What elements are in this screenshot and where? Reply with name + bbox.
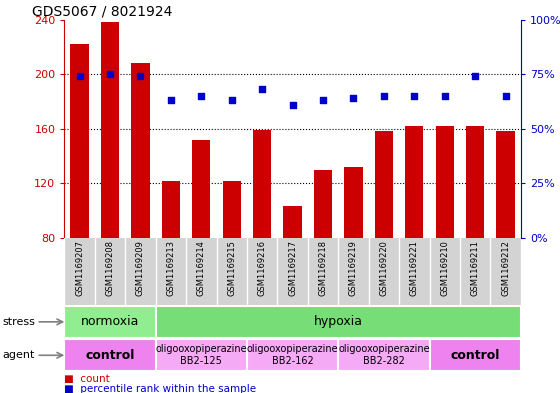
Point	[349, 95, 358, 101]
Bar	[156, 306, 521, 338]
Text: GSM1169210: GSM1169210	[440, 240, 449, 296]
Bar	[162, 180, 180, 347]
Bar	[344, 167, 362, 347]
Point	[258, 86, 267, 93]
Point	[166, 97, 175, 103]
Text: GDS5067 / 8021924: GDS5067 / 8021924	[32, 4, 173, 18]
Text: ■  percentile rank within the sample: ■ percentile rank within the sample	[64, 384, 256, 393]
Bar	[101, 22, 119, 347]
Text: control: control	[450, 349, 500, 362]
Bar	[223, 180, 241, 347]
Point	[75, 73, 84, 79]
Point	[106, 71, 115, 77]
Text: oligooxopiperazine
BB2-282: oligooxopiperazine BB2-282	[338, 345, 430, 366]
Text: normoxia: normoxia	[81, 315, 139, 329]
Text: GSM1169212: GSM1169212	[501, 240, 510, 296]
Text: GSM1169216: GSM1169216	[258, 240, 267, 296]
Point	[471, 73, 480, 79]
Bar	[338, 339, 430, 371]
Point	[440, 93, 449, 99]
Bar	[64, 306, 156, 338]
Text: GSM1169220: GSM1169220	[379, 240, 389, 296]
Text: GSM1169207: GSM1169207	[75, 240, 84, 296]
Point	[227, 97, 236, 103]
Bar	[466, 126, 484, 347]
Bar	[156, 339, 247, 371]
Point	[380, 93, 389, 99]
Text: GSM1169213: GSM1169213	[166, 240, 175, 296]
Bar	[314, 170, 332, 347]
Text: GSM1169219: GSM1169219	[349, 240, 358, 296]
Text: GSM1169211: GSM1169211	[470, 240, 480, 296]
Point	[197, 93, 206, 99]
Bar	[375, 131, 393, 347]
Text: control: control	[85, 349, 135, 362]
Text: GSM1169218: GSM1169218	[319, 240, 328, 296]
Point	[136, 73, 145, 79]
Bar	[283, 206, 302, 347]
Point	[410, 93, 419, 99]
Bar	[436, 126, 454, 347]
Text: GSM1169215: GSM1169215	[227, 240, 236, 296]
Bar	[253, 130, 271, 347]
Bar	[132, 63, 150, 347]
Bar	[64, 339, 156, 371]
Text: GSM1169209: GSM1169209	[136, 240, 145, 296]
Bar	[247, 339, 338, 371]
Text: oligooxopiperazine
BB2-162: oligooxopiperazine BB2-162	[247, 345, 338, 366]
Point	[288, 101, 297, 108]
Text: GSM1169214: GSM1169214	[197, 240, 206, 296]
Text: GSM1169208: GSM1169208	[105, 240, 115, 296]
Text: ■  count: ■ count	[64, 374, 110, 384]
Text: GSM1169217: GSM1169217	[288, 240, 297, 296]
Point	[319, 97, 328, 103]
Bar	[430, 339, 521, 371]
Text: hypoxia: hypoxia	[314, 315, 363, 329]
Text: stress: stress	[3, 317, 36, 327]
Text: GSM1169221: GSM1169221	[410, 240, 419, 296]
Bar	[192, 140, 211, 347]
Point	[501, 93, 510, 99]
Bar	[71, 44, 88, 347]
Text: agent: agent	[3, 350, 35, 360]
Bar	[497, 131, 515, 347]
Bar	[405, 126, 423, 347]
Text: oligooxopiperazine
BB2-125: oligooxopiperazine BB2-125	[156, 345, 247, 366]
